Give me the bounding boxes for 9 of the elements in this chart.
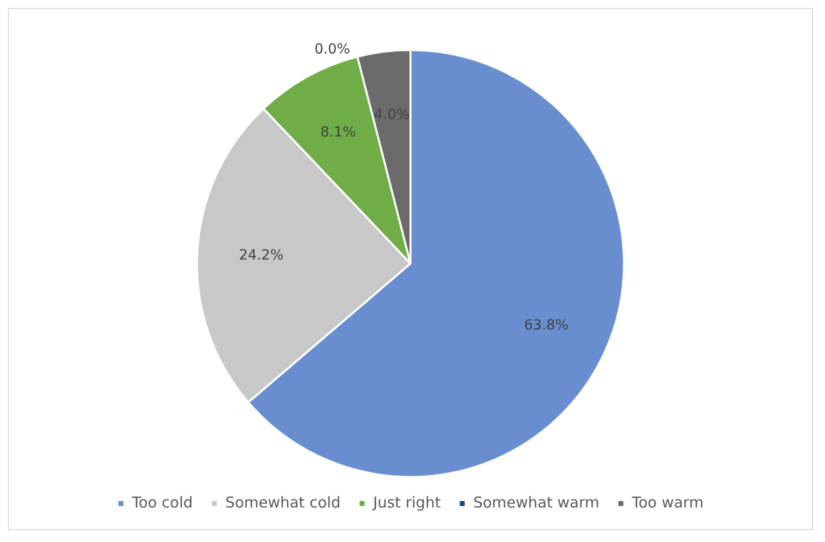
data-label: 63.8% (524, 318, 568, 334)
data-label: 24.2% (239, 247, 284, 264)
legend-label: Somewhat cold (225, 493, 341, 512)
data-label: 8.1% (320, 124, 356, 140)
legend-label: Too cold (130, 493, 193, 512)
text: 0.0% (314, 42, 350, 58)
legend-label: Somewhat warm (473, 493, 600, 512)
legend-label: Just right (372, 493, 441, 512)
legend-label: Too warm (630, 493, 704, 512)
